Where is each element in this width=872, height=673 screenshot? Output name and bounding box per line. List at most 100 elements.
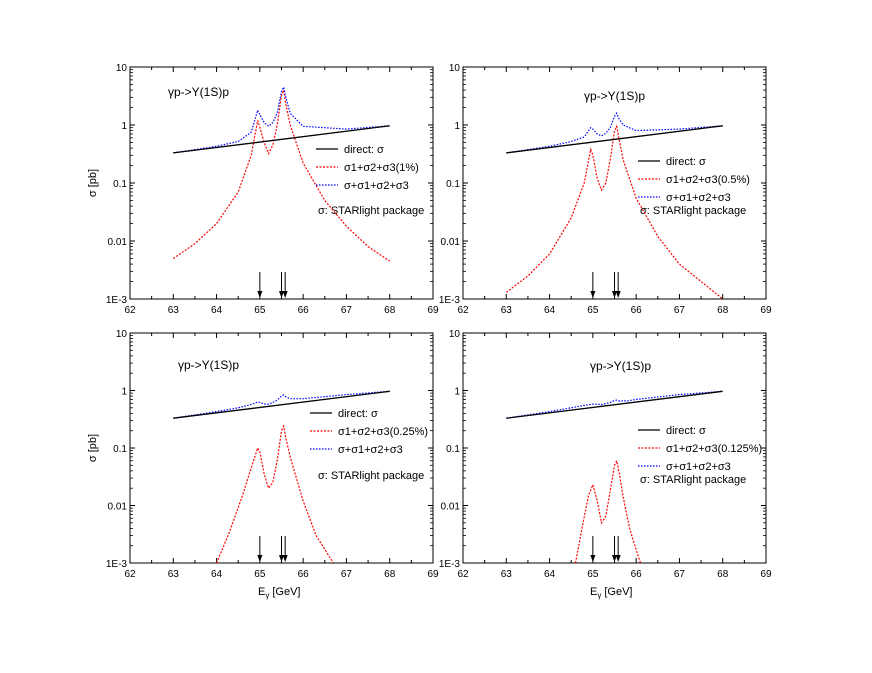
x-tick-label: 65 xyxy=(587,305,599,316)
y-tick-label: 0.01 xyxy=(108,237,128,248)
y-tick-label: 0.01 xyxy=(441,502,461,513)
x-tick-label: 67 xyxy=(341,305,353,316)
y-tick-label: 0.01 xyxy=(441,237,461,248)
series-line-2 xyxy=(506,111,723,154)
y-tick-label: 1 xyxy=(121,387,127,398)
y-axis-label-bottom: σ [pb] xyxy=(87,434,99,462)
x-tick-label: 68 xyxy=(384,569,396,580)
series-line-2 xyxy=(173,390,390,419)
x-tick-label: 68 xyxy=(384,305,396,316)
series-line-2 xyxy=(173,85,390,154)
y-tick-label: 10 xyxy=(116,329,128,340)
arrow-head xyxy=(590,291,596,298)
legend-note: σ: STARlight package xyxy=(318,470,424,482)
x-tick-label: 64 xyxy=(211,305,223,316)
x-label-sub: γ xyxy=(265,591,269,600)
svg-text:Eγ[GeV]: Eγ [GeV] xyxy=(258,586,300,600)
series-line-1 xyxy=(505,124,724,299)
x-tick-label: 64 xyxy=(544,569,556,580)
x-tick-label: 69 xyxy=(760,569,772,580)
x-label-unit: [GeV] xyxy=(272,586,300,598)
x-tick-label: 63 xyxy=(168,305,180,316)
x-axis-label-left: Eγ [GeV] xyxy=(258,586,300,600)
x-tick-label: 63 xyxy=(501,305,513,316)
x-tick-label: 65 xyxy=(254,569,266,580)
series-line-1 xyxy=(216,424,334,563)
series-line-0 xyxy=(173,390,390,419)
legend-entry: σ+σ1+σ2+σ3 xyxy=(666,192,731,204)
x-tick-label: 62 xyxy=(124,569,136,580)
x-tick-label: 64 xyxy=(211,569,223,580)
series-line-1 xyxy=(172,87,391,262)
legend-entry: σ+σ1+σ2+σ3 xyxy=(338,444,403,456)
y-tick-label: 0.1 xyxy=(113,179,127,190)
y-tick-label: 0.1 xyxy=(446,179,460,190)
y-axis-label-top: σ [pb] xyxy=(87,169,99,197)
arrow-head xyxy=(279,555,284,562)
y-tick-label: 1 xyxy=(121,121,127,132)
panel-bottom-right: γp->Υ(1S)p σ: STARlight package 62 63 64 65… xyxy=(439,329,772,580)
x-tick-label: 65 xyxy=(254,305,266,316)
arrow-head xyxy=(282,291,288,298)
x-tick-label: 69 xyxy=(427,305,439,316)
y-tick-label: 0.01 xyxy=(108,502,128,513)
y-tick-label: 1E-3 xyxy=(106,295,128,306)
x-tick-label: 63 xyxy=(501,569,513,580)
legend-note: σ: STARlight package xyxy=(318,205,424,217)
x-tick-label: 66 xyxy=(631,569,643,580)
x-tick-label: 68 xyxy=(717,305,729,316)
legend-entry: direct: σ xyxy=(338,408,378,420)
arrow-head xyxy=(257,291,263,298)
x-tick-label: 69 xyxy=(427,569,439,580)
x-tick-label: 65 xyxy=(587,569,599,580)
panel-title: γp->Υ(1S)p xyxy=(178,358,239,372)
legend-entry: direct: σ xyxy=(666,425,706,437)
legend-entry: direct: σ xyxy=(344,144,384,156)
y-tick-label: 1E-3 xyxy=(439,295,461,306)
y-tick-label: 0.1 xyxy=(113,444,127,455)
panel-title: γp->Υ(1S)p xyxy=(168,85,229,99)
x-tick-label: 67 xyxy=(674,305,686,316)
x-tick-label: 67 xyxy=(674,569,686,580)
y-tick-label: 1 xyxy=(454,121,460,132)
y-tick-label: 10 xyxy=(449,63,461,74)
legend-note: σ: STARlight package xyxy=(640,205,746,217)
x-tick-label: 62 xyxy=(124,305,136,316)
y-tick-label: 1 xyxy=(454,387,460,398)
series-line-1 xyxy=(574,458,642,563)
arrow-head xyxy=(612,555,617,562)
y-tick-label: 10 xyxy=(449,329,461,340)
series-line-2 xyxy=(506,390,723,419)
arrow-head xyxy=(615,555,621,562)
svg-text:Eγ[GeV]: Eγ [GeV] xyxy=(590,586,632,600)
y-tick-label: 0.1 xyxy=(446,444,460,455)
y-tick-label: 10 xyxy=(116,63,128,74)
arrow-head xyxy=(282,555,288,562)
arrow-head xyxy=(615,291,621,298)
x-tick-label: 67 xyxy=(341,569,353,580)
legend-entry: σ1+σ2+σ3(0.5%) xyxy=(666,174,750,186)
x-tick-label: 66 xyxy=(631,305,643,316)
series-line-0 xyxy=(506,125,723,154)
legend-entry: σ1+σ2+σ3(0.125%) xyxy=(666,443,762,455)
x-label-sub: γ xyxy=(597,591,601,600)
arrow-head xyxy=(612,291,617,298)
legend-entry: σ+σ1+σ2+σ3 xyxy=(344,180,409,192)
legend-entry: σ1+σ2+σ3(0.25%) xyxy=(338,426,428,438)
y-tick-label: 1E-3 xyxy=(439,559,461,570)
x-tick-label: 69 xyxy=(760,305,772,316)
x-label-main: E xyxy=(258,586,265,598)
legend-entry: σ1+σ2+σ3(1%) xyxy=(344,162,419,174)
x-tick-label: 68 xyxy=(717,569,729,580)
x-tick-label: 66 xyxy=(298,569,310,580)
arrow-head xyxy=(590,555,596,562)
y-tick-label: 1E-3 xyxy=(106,559,128,570)
x-tick-label: 63 xyxy=(168,569,180,580)
x-tick-label: 62 xyxy=(457,569,469,580)
panel-title: γp->Υ(1S)p xyxy=(584,89,645,103)
arrow-head xyxy=(257,555,263,562)
legend-entry: σ+σ1+σ2+σ3 xyxy=(666,461,731,473)
panel-top-left: γp->Υ(1S)p σ: STARlight package 62 63 64 65… xyxy=(106,63,439,316)
x-tick-label: 64 xyxy=(544,305,556,316)
x-tick-label: 66 xyxy=(298,305,310,316)
